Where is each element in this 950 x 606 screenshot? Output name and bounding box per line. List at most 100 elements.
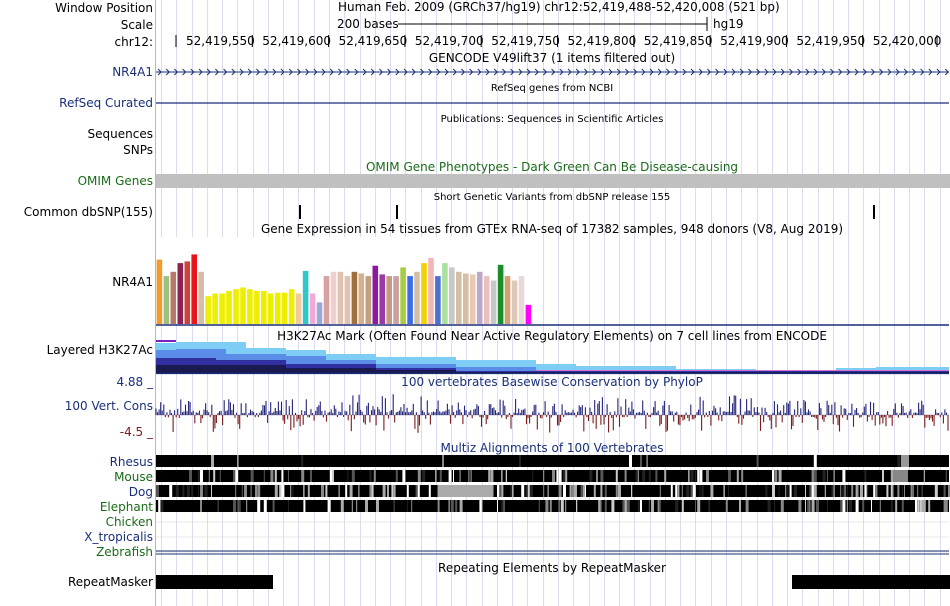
gtex-tissue-bar[interactable] bbox=[247, 289, 253, 324]
gtex-tissue-bar[interactable] bbox=[386, 276, 392, 324]
multiz-species-label[interactable]: Zebrafish bbox=[96, 545, 153, 559]
gtex-tissue-bar[interactable] bbox=[240, 287, 246, 325]
gtex-tissue-bar[interactable] bbox=[156, 259, 163, 324]
gtex-tissue-bar[interactable] bbox=[295, 293, 302, 324]
gtex-tissue-bar[interactable] bbox=[358, 273, 365, 325]
gtex-tissue-bar[interactable] bbox=[476, 271, 483, 324]
snp-mark[interactable] bbox=[299, 205, 301, 219]
gtex-tissue-bar[interactable] bbox=[393, 276, 399, 324]
gtex-tissue-bar[interactable] bbox=[483, 276, 490, 324]
grid-line bbox=[680, 0, 681, 606]
gtex-tissue-bar[interactable] bbox=[163, 276, 170, 324]
gtex-tissue-bar[interactable] bbox=[351, 271, 358, 324]
gtex-tissue-bar[interactable] bbox=[428, 257, 434, 324]
gtex-tissue-bar[interactable] bbox=[233, 289, 239, 324]
gtex-tissue-bar[interactable] bbox=[212, 293, 218, 324]
multiz-species-label[interactable]: Elephant bbox=[99, 500, 153, 514]
alignment-mismatch bbox=[866, 485, 868, 497]
gtex-tissue-bar[interactable] bbox=[330, 271, 337, 324]
gtex-tissue-bar[interactable] bbox=[268, 293, 274, 324]
refseq-gene-line[interactable] bbox=[156, 98, 950, 108]
alignment-mismatch bbox=[596, 470, 598, 482]
gtex-tissue-bar[interactable] bbox=[518, 276, 525, 324]
dbsnp-track-label[interactable]: Common dbSNP(155) bbox=[23, 205, 153, 219]
alignment-mismatch bbox=[765, 485, 768, 497]
alignment-mismatch bbox=[501, 485, 504, 497]
ruler-tick-label: 52,419,550 bbox=[186, 34, 255, 48]
gtex-tissue-bar[interactable] bbox=[414, 271, 420, 324]
gtex-tissue-bar[interactable] bbox=[170, 271, 177, 324]
gtex-tissue-bar[interactable] bbox=[316, 302, 323, 325]
scale-bar-text: 200 bases bbox=[337, 17, 399, 31]
gtex-tissue-bar[interactable] bbox=[302, 270, 309, 324]
grid-line bbox=[665, 0, 666, 606]
gtex-tissue-bar[interactable] bbox=[365, 276, 372, 324]
gtex-tissue-bar[interactable] bbox=[449, 267, 455, 324]
gtex-tissue-bar[interactable] bbox=[184, 261, 191, 324]
alignment-mismatch bbox=[255, 485, 257, 497]
gtex-tissue-bar[interactable] bbox=[442, 263, 448, 324]
repeat-element[interactable] bbox=[792, 575, 950, 589]
gtex-tissue-bar[interactable] bbox=[435, 276, 441, 324]
gtex-tissue-bar[interactable] bbox=[205, 296, 211, 324]
gtex-tissue-bar[interactable] bbox=[254, 290, 260, 324]
alignment-mismatch bbox=[395, 470, 398, 482]
gtex-tissue-bar[interactable] bbox=[288, 289, 295, 324]
gtex-tissue-bar[interactable] bbox=[421, 263, 427, 324]
gtex-tissue-bar[interactable] bbox=[407, 276, 413, 324]
gtex-tissue-bar[interactable] bbox=[198, 271, 204, 324]
gtex-tissue-bar[interactable] bbox=[511, 280, 518, 325]
gtex-tissue-bar[interactable] bbox=[261, 290, 267, 324]
phylop-track-label[interactable]: 100 Vert. Cons bbox=[64, 399, 153, 413]
gtex-tissue-bar[interactable] bbox=[525, 304, 532, 324]
multiz-species-label[interactable]: Mouse bbox=[114, 470, 153, 484]
gtex-tissue-bar[interactable] bbox=[456, 271, 462, 324]
gtex-tissue-bar[interactable] bbox=[497, 264, 504, 324]
multiz-species-label[interactable]: Rhesus bbox=[109, 455, 153, 469]
gtex-tissue-bar[interactable] bbox=[469, 274, 476, 324]
phylop-conservation-plot[interactable] bbox=[155, 384, 950, 440]
gtex-tissue-bar[interactable] bbox=[490, 280, 497, 325]
alignment-mismatch bbox=[901, 500, 904, 512]
strand-arrow-icon bbox=[305, 68, 310, 76]
h3k27ac-layered-signal[interactable] bbox=[156, 340, 950, 375]
strand-arrow-icon bbox=[838, 68, 843, 76]
gtex-tissue-bar[interactable] bbox=[504, 276, 511, 324]
snp-mark[interactable] bbox=[396, 205, 398, 219]
gtex-tissue-bar[interactable] bbox=[219, 293, 225, 324]
gtex-bar-chart[interactable] bbox=[156, 237, 950, 326]
multiz-alignment[interactable] bbox=[156, 455, 950, 557]
gtex-tissue-bar[interactable] bbox=[463, 273, 469, 325]
omim-gene-bar[interactable] bbox=[156, 174, 950, 188]
gtex-tissue-bar[interactable] bbox=[226, 290, 232, 324]
repeatmasker-track-label[interactable]: RepeatMasker bbox=[67, 575, 153, 589]
grid-line bbox=[818, 0, 819, 606]
publications-snps-label[interactable]: SNPs bbox=[123, 143, 153, 157]
gtex-tissue-bar[interactable] bbox=[323, 276, 330, 324]
multiz-species-label[interactable]: Dog bbox=[128, 485, 153, 499]
gtex-tissue-bar[interactable] bbox=[177, 263, 184, 324]
gtex-track-label[interactable]: NR4A1 bbox=[112, 275, 153, 289]
gtex-tissue-bar[interactable] bbox=[344, 276, 351, 324]
alignment-mismatch bbox=[351, 500, 353, 512]
snp-mark[interactable] bbox=[873, 205, 875, 219]
gtex-tissue-bar[interactable] bbox=[309, 293, 316, 324]
omim-track-label[interactable]: OMIM Genes bbox=[77, 174, 153, 188]
multiz-species-label[interactable]: Chicken bbox=[105, 515, 153, 529]
gtex-tissue-bar[interactable] bbox=[281, 292, 288, 324]
h3k27ac-track-label[interactable]: Layered H3K27Ac bbox=[46, 343, 153, 357]
refseq-track-label[interactable]: RefSeq Curated bbox=[59, 96, 153, 110]
publications-sequences-label[interactable]: Sequences bbox=[87, 127, 153, 141]
gtex-tissue-bar[interactable] bbox=[275, 292, 281, 324]
alignment-mismatch bbox=[893, 485, 894, 497]
multiz-species-label[interactable]: X_tropicalis bbox=[84, 530, 153, 544]
strand-arrow-icon bbox=[223, 68, 228, 76]
gencode-track-label[interactable]: NR4A1 bbox=[112, 65, 153, 79]
gtex-tissue-bar[interactable] bbox=[372, 265, 379, 324]
gtex-tissue-bar[interactable] bbox=[337, 271, 344, 324]
gtex-tissue-bar[interactable] bbox=[191, 254, 197, 324]
gencode-gene-line[interactable] bbox=[156, 66, 950, 80]
gtex-tissue-bar[interactable] bbox=[379, 274, 385, 324]
repeat-element[interactable] bbox=[156, 575, 273, 589]
gtex-tissue-bar[interactable] bbox=[400, 267, 406, 324]
